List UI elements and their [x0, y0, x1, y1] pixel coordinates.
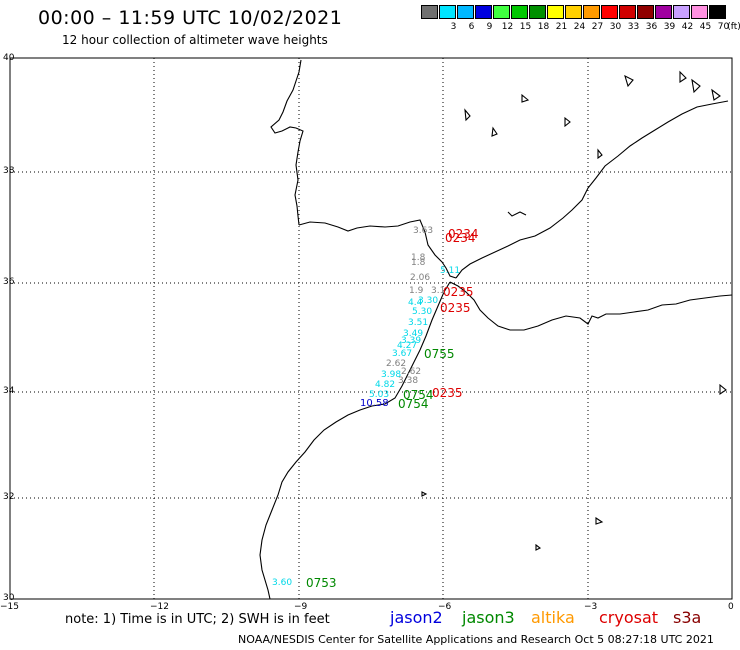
- observation-label: 0234: [448, 227, 479, 241]
- scale-label: 33: [627, 22, 640, 32]
- scale-swatch: [439, 5, 456, 19]
- graticule: [10, 58, 732, 599]
- lon-tick-label: −3: [584, 602, 598, 612]
- observation-label: 4.27: [397, 341, 418, 351]
- observation-label: 3.38: [398, 376, 419, 386]
- scale-swatch: [565, 5, 582, 19]
- coastlines: [259, 59, 733, 600]
- observation-label: 0754: [403, 388, 434, 402]
- credit-line: NOAA/NESDIS Center for Satellite Applica…: [238, 633, 714, 646]
- observation-label: 0235: [440, 301, 471, 315]
- observation-label: 3.39: [401, 336, 422, 346]
- scale-label: 12: [501, 22, 514, 32]
- scale-label: 6: [468, 22, 475, 32]
- portugal-coast: [270, 59, 304, 226]
- observation-label: 1.8: [411, 253, 426, 263]
- observation-label: 3.98: [381, 370, 402, 380]
- scale-label: 24: [573, 22, 586, 32]
- observation-label: 3.30: [418, 296, 439, 306]
- scale-unit-label: (ft): [727, 22, 740, 32]
- observation-label: 2.06: [410, 273, 431, 283]
- scale-swatch: [529, 5, 546, 19]
- lat-tick-label: 34: [3, 386, 15, 396]
- observation-label: 1.8: [411, 258, 426, 268]
- observation-label: 2.62: [386, 359, 407, 369]
- legend-altika: altika: [531, 608, 575, 627]
- observation-label: 0235: [432, 386, 463, 400]
- scale-label: 15: [519, 22, 532, 32]
- lat-tick-label: 38: [3, 166, 15, 176]
- observation-label: 5.30: [412, 307, 433, 317]
- observation-label: 3.60: [272, 578, 293, 588]
- scale-swatch: [601, 5, 618, 19]
- observation-label: 4.82: [375, 380, 396, 390]
- units-note: note: 1) Time is in UTC; 2) SWH is in fe…: [65, 612, 330, 627]
- scale-swatch: [691, 5, 708, 19]
- observation-label: 3.63: [413, 226, 434, 236]
- observation-label: 0753: [306, 576, 337, 590]
- scale-label: 42: [681, 22, 694, 32]
- morocco-north-coast: [449, 281, 733, 331]
- scale-swatch: [673, 5, 690, 19]
- observation-label: 3.51: [408, 318, 429, 328]
- observation-label: 0234: [445, 231, 476, 245]
- scale-swatch: [457, 5, 474, 19]
- scale-label: 45: [699, 22, 712, 32]
- scale-swatch: [709, 5, 726, 19]
- lat-tick-label: 40: [3, 53, 15, 63]
- lon-tick-label: −15: [0, 602, 19, 612]
- scale-swatch: [637, 5, 654, 19]
- observation-label: 0755: [424, 347, 455, 361]
- south-iberia-coast: [298, 219, 457, 279]
- scale-label: 9: [486, 22, 493, 32]
- observation-label: 1.9: [409, 286, 424, 296]
- scale-swatch: [655, 5, 672, 19]
- lon-tick-label: −12: [150, 602, 169, 612]
- scale-swatch: [493, 5, 510, 19]
- map-frame: [9, 57, 733, 600]
- legend-cryosat: cryosat: [599, 608, 659, 627]
- observation-label: 5.03: [369, 390, 390, 400]
- legend-jason3: jason3: [462, 608, 515, 627]
- wave-height-color-scale: 3 6 9 12 15 18 21 24 27 30 33 36 39 42 45 70 (ft): [421, 5, 740, 33]
- scale-label: 3: [450, 22, 457, 32]
- observation-label: 3.67: [392, 349, 413, 359]
- lat-tick-label: 32: [3, 492, 15, 502]
- misc-islands: [421, 93, 727, 551]
- lat-tick-label: 36: [3, 277, 15, 287]
- lat-tick-label: 30: [3, 593, 15, 603]
- scale-swatch: [421, 5, 438, 19]
- scale-swatch: [475, 5, 492, 19]
- scale-label: 70: [717, 22, 730, 32]
- observation-label: 4.4: [408, 298, 423, 308]
- observation-label: 3.49: [403, 329, 424, 339]
- observation-label: 10.58: [360, 398, 389, 409]
- scale-label: 21: [555, 22, 568, 32]
- scale-swatch: [511, 5, 528, 19]
- legend-s3a: s3a: [673, 608, 702, 627]
- observation-label: 2.62: [401, 367, 422, 377]
- scale-label: 39: [663, 22, 676, 32]
- lon-tick-label: 0: [728, 602, 734, 612]
- scale-label: 36: [645, 22, 658, 32]
- observation-label: 5.11: [440, 266, 461, 276]
- scale-label: 18: [537, 22, 550, 32]
- observation-label: 0754: [398, 397, 429, 411]
- lon-tick-label: −6: [438, 602, 452, 612]
- legend-jason2: jason2: [390, 608, 443, 627]
- scale-swatch: [547, 5, 564, 19]
- balearic-islands: [624, 70, 721, 101]
- scale-swatch: [583, 5, 600, 19]
- map-subtitle: 12 hour collection of altimeter wave hei…: [62, 33, 328, 47]
- observation-label: 3.1: [431, 286, 446, 296]
- lon-tick-label: −9: [294, 602, 308, 612]
- mediterranean-spain-coast: [455, 100, 729, 279]
- scale-label: 30: [609, 22, 622, 32]
- scale-label: 27: [591, 22, 604, 32]
- map-title: 00:00 – 11:59 UTC 10/02/2021: [38, 7, 343, 29]
- scale-swatch: [619, 5, 636, 19]
- morocco-atlantic-coast: [259, 281, 451, 600]
- observation-label: 0235: [443, 285, 474, 299]
